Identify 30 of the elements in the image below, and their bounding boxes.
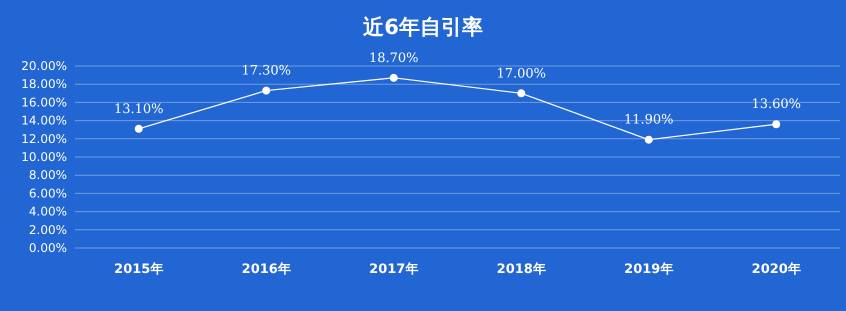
y-tick-label: 10.00% <box>21 150 67 164</box>
x-tick-label: 2016年 <box>242 262 291 277</box>
data-label: 17.00% <box>496 66 546 82</box>
point <box>390 74 398 82</box>
y-tick-label: 0.00% <box>28 241 67 255</box>
data-label: 13.60% <box>751 97 802 112</box>
y-tick-label: 6.00% <box>28 186 67 200</box>
y-tick-label: 8.00% <box>28 168 67 182</box>
data-label: 11.90% <box>624 112 674 128</box>
data-label: 18.70% <box>368 50 419 66</box>
x-tick-label: 2018年 <box>496 262 546 277</box>
chart-title: 近6年自引率 <box>362 15 483 39</box>
y-tick-label: 14.00% <box>21 114 67 128</box>
x-tick-label: 2019年 <box>624 262 674 277</box>
data-label: 17.30% <box>241 64 292 79</box>
point <box>772 120 780 128</box>
x-tick-label: 2015年 <box>114 262 164 277</box>
point <box>517 89 526 98</box>
y-tick-label: 12.00% <box>21 132 67 146</box>
y-tick-label: 16.00% <box>21 95 67 110</box>
y-tick-label: 20.00% <box>21 59 67 73</box>
point <box>644 136 653 144</box>
x-tick-label: 2017年 <box>369 262 418 277</box>
x-tick-label: 2020年 <box>752 262 801 277</box>
point <box>262 86 270 95</box>
data-label: 13.10% <box>114 102 164 117</box>
y-tick-label: 4.00% <box>28 204 67 219</box>
point <box>134 124 143 133</box>
y-tick-label: 18.00% <box>21 77 67 92</box>
y-tick-label: 2.00% <box>28 222 67 237</box>
